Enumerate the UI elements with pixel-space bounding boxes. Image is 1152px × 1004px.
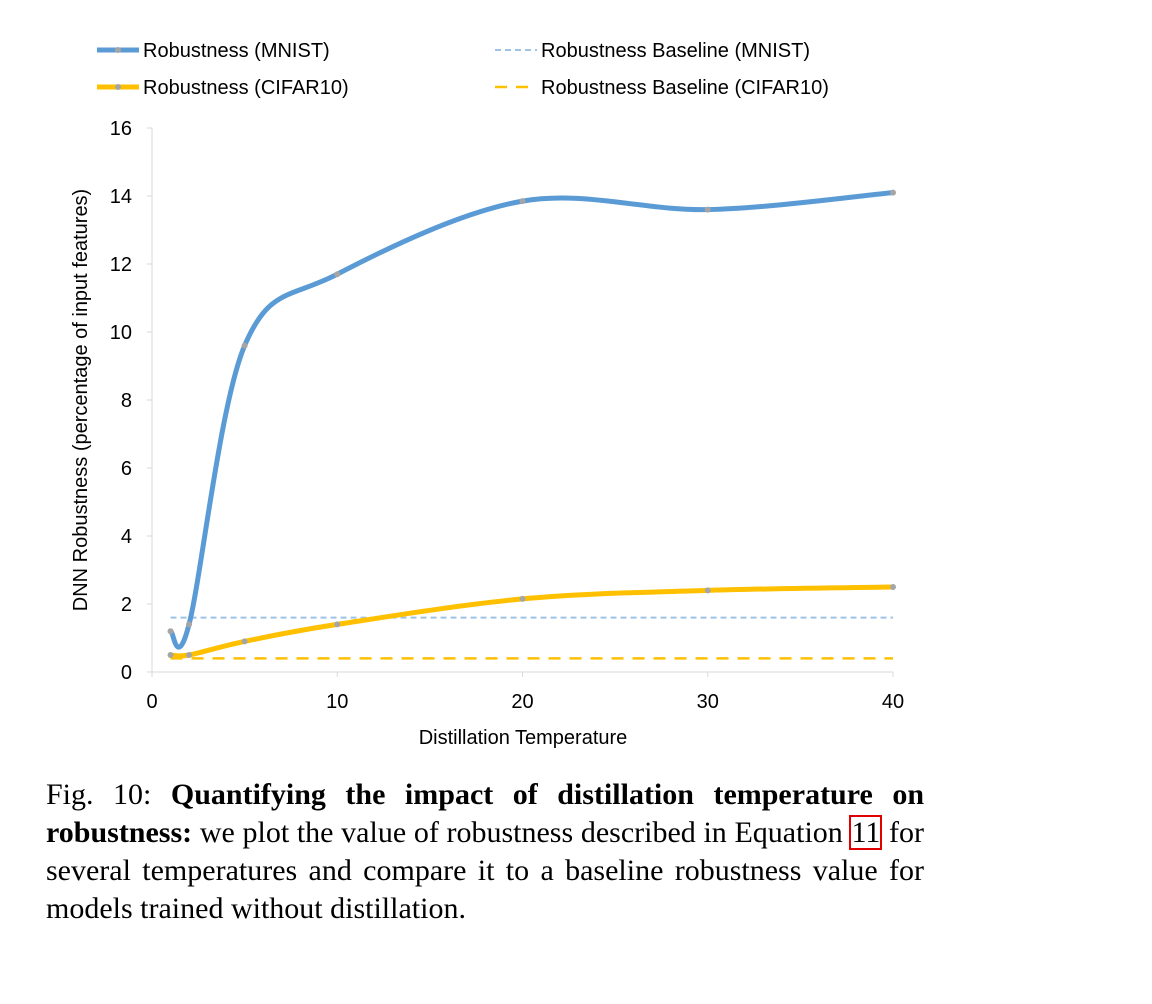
x-tick-label: 30 (697, 691, 719, 713)
robustness-chart: Robustness (MNIST) Robustness (CIFAR10) Ro… (70, 40, 904, 749)
data-point-robustness-cifar10 (704, 587, 711, 594)
series-line-robustness-mnist (168, 190, 894, 650)
equation-reference-link[interactable]: 11 (849, 815, 883, 850)
y-tick-label: 16 (110, 118, 132, 140)
data-point-robustness-mnist (167, 628, 174, 635)
legend: Robustness (MNIST) Robustness (CIFAR10) Ro… (97, 40, 829, 99)
x-tick-label: 20 (511, 691, 533, 713)
y-tick-label: 12 (110, 254, 132, 276)
legend-label: Robustness (MNIST) (143, 40, 330, 62)
data-point-robustness-mnist (334, 271, 341, 278)
legend-item-robustness-mnist: Robustness (MNIST) (97, 40, 330, 62)
data-point-robustness-mnist (704, 206, 711, 213)
data-point-robustness-cifar10 (241, 638, 248, 645)
caption-text-1: we plot the value of robustness describe… (199, 816, 843, 849)
data-point-robustness-mnist (186, 621, 193, 628)
x-tick-label: 10 (326, 691, 348, 713)
caption-label: Fig. 10: (46, 778, 152, 811)
y-tick-label: 0 (121, 662, 132, 684)
y-tick-label: 4 (121, 526, 132, 548)
caption-text-2: for several temperatures and compare it … (46, 816, 925, 925)
legend-label: Robustness Baseline (MNIST) (541, 40, 810, 62)
y-tick-label: 2 (121, 594, 132, 616)
y-tick-label: 6 (121, 458, 132, 480)
y-tick-label: 8 (121, 390, 132, 412)
caption-title: Quantifying the impact of distillation t… (46, 778, 925, 849)
legend-item-robustness-baseline-cifar10: Robustness Baseline (CIFAR10) (495, 77, 829, 99)
y-tick-label: 14 (110, 186, 132, 208)
data-point-robustness-cifar10 (167, 652, 174, 658)
legend-item-robustness-cifar10: Robustness (CIFAR10) (97, 77, 349, 99)
data-point-robustness-mnist (241, 342, 248, 349)
data-point-robustness-cifar10 (890, 584, 896, 590)
legend-label: Robustness Baseline (CIFAR10) (541, 77, 829, 99)
legend-label: Robustness (CIFAR10) (143, 77, 349, 99)
axes: 0 2 4 6 8 10 12 14 16 0 10 20 30 40 (110, 118, 904, 713)
y-tick-label: 10 (110, 322, 132, 344)
data-point-robustness-mnist (519, 198, 526, 205)
x-tick-label: 0 (146, 691, 157, 713)
data-point-robustness-cifar10 (519, 595, 526, 602)
plot-area (167, 189, 896, 660)
data-point-robustness-mnist (890, 189, 896, 196)
x-tick-label: 40 (882, 691, 904, 713)
figure-caption: Fig. 10: Quantifying the impact of disti… (46, 776, 924, 928)
legend-item-robustness-baseline-mnist: Robustness Baseline (MNIST) (495, 40, 810, 62)
data-point-robustness-cifar10 (186, 652, 193, 658)
x-axis-label: Distillation Temperature (419, 727, 628, 749)
legend-marker (115, 47, 121, 53)
data-point-robustness-cifar10 (334, 621, 341, 628)
y-axis-label: DNN Robustness (percentage of input feat… (70, 189, 92, 611)
series-line-robustness-cifar10 (170, 584, 894, 659)
legend-marker (115, 84, 121, 90)
